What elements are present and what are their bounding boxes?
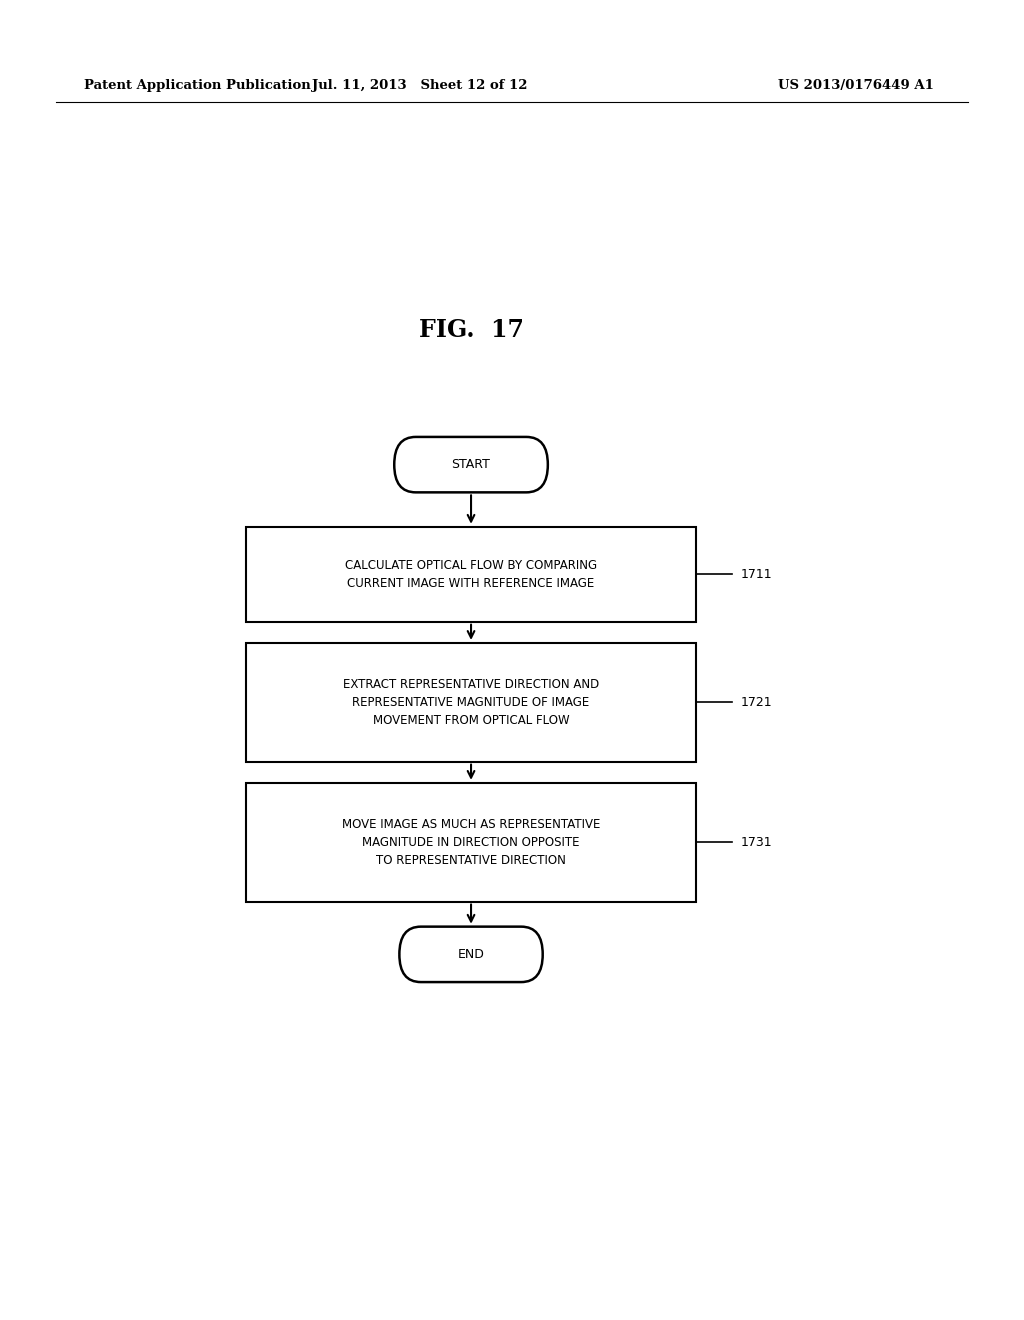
FancyBboxPatch shape [399, 927, 543, 982]
Text: CALCULATE OPTICAL FLOW BY COMPARING
CURRENT IMAGE WITH REFERENCE IMAGE: CALCULATE OPTICAL FLOW BY COMPARING CURR… [345, 558, 597, 590]
Text: EXTRACT REPRESENTATIVE DIRECTION AND
REPRESENTATIVE MAGNITUDE OF IMAGE
MOVEMENT : EXTRACT REPRESENTATIVE DIRECTION AND REP… [343, 677, 599, 727]
Text: US 2013/0176449 A1: US 2013/0176449 A1 [778, 79, 934, 92]
Text: 1711: 1711 [740, 568, 772, 581]
Text: 1721: 1721 [740, 696, 772, 709]
Text: FIG.  17: FIG. 17 [419, 318, 523, 342]
Text: Jul. 11, 2013   Sheet 12 of 12: Jul. 11, 2013 Sheet 12 of 12 [312, 79, 527, 92]
Bar [246, 783, 696, 902]
Text: 1731: 1731 [740, 836, 772, 849]
Bar [246, 527, 696, 622]
Text: END: END [458, 948, 484, 961]
Bar [246, 643, 696, 762]
Text: Patent Application Publication: Patent Application Publication [84, 79, 310, 92]
Text: START: START [452, 458, 490, 471]
Text: MOVE IMAGE AS MUCH AS REPRESENTATIVE
MAGNITUDE IN DIRECTION OPPOSITE
TO REPRESEN: MOVE IMAGE AS MUCH AS REPRESENTATIVE MAG… [342, 817, 600, 867]
FancyBboxPatch shape [394, 437, 548, 492]
